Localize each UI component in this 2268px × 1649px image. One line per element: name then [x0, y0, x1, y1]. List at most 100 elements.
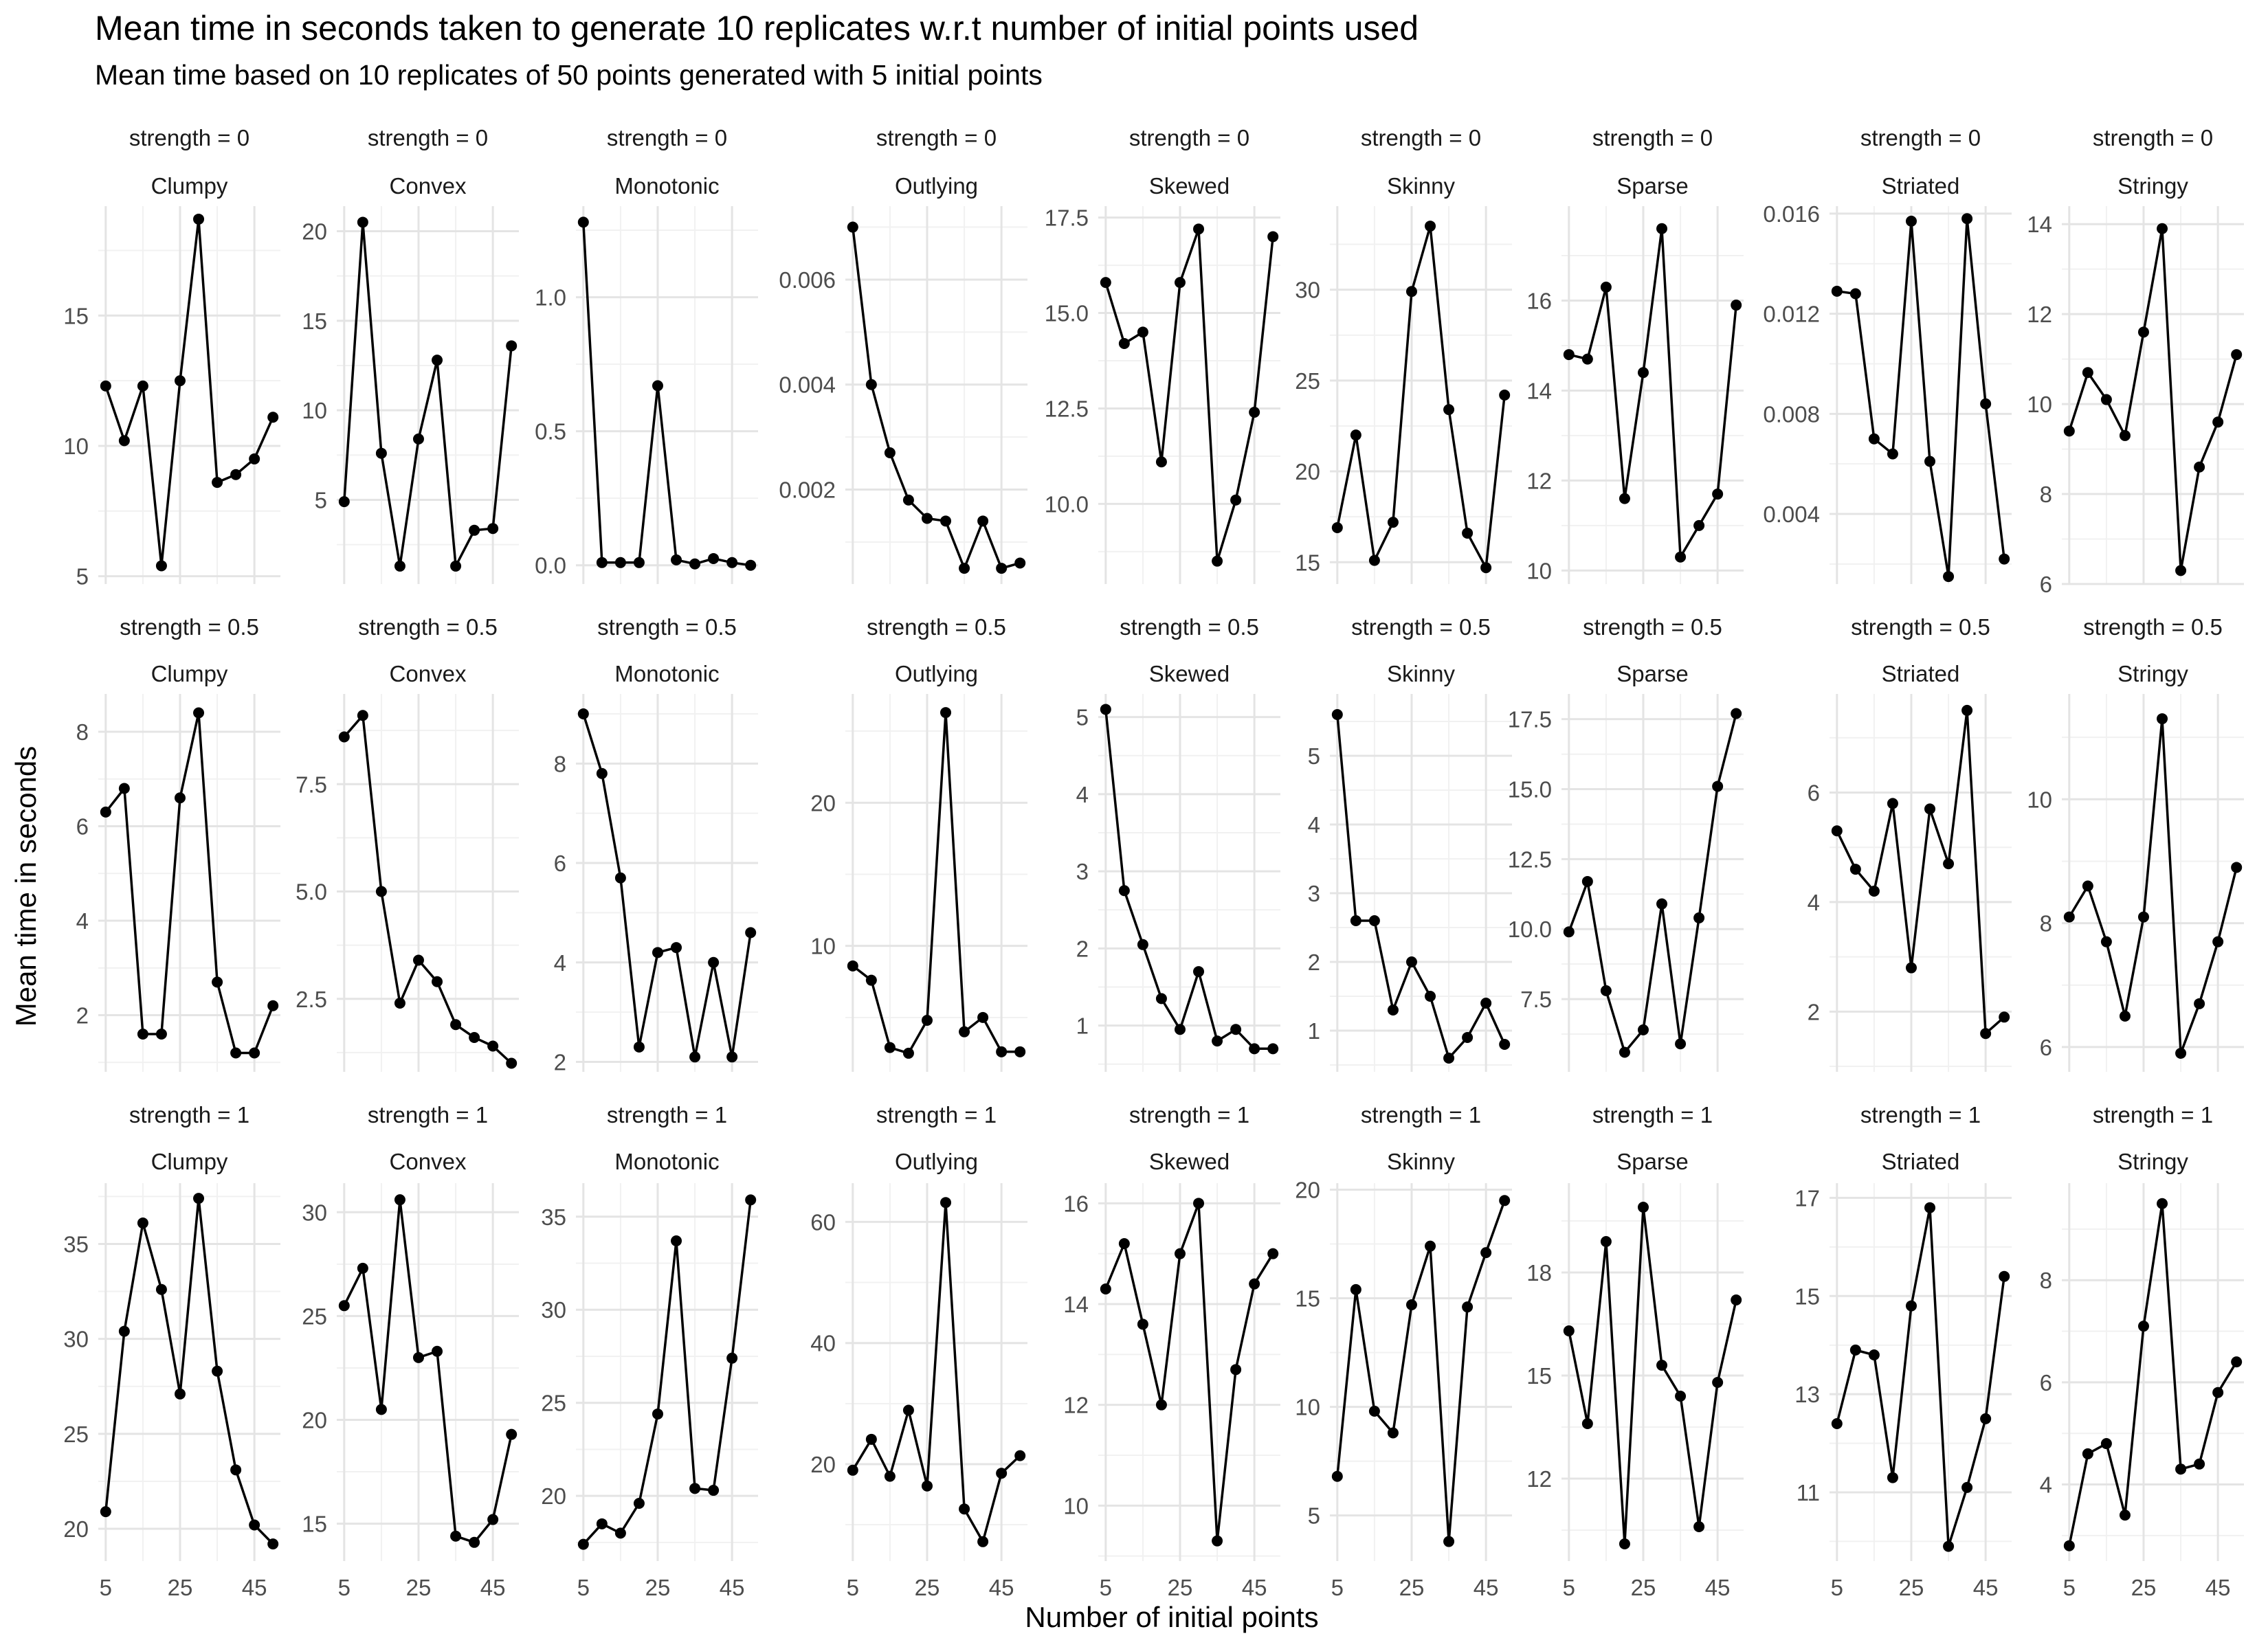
- facet-strip-pattern: Clumpy: [151, 1149, 228, 1174]
- x-tick-label: 25: [645, 1575, 671, 1600]
- data-point: [708, 552, 720, 564]
- data-point: [596, 767, 608, 779]
- y-tick-label: 12: [1526, 468, 1552, 493]
- facet-panel-skewed-row2: [1098, 1183, 1280, 1561]
- data-point: [1425, 1240, 1436, 1252]
- data-point: [1174, 1248, 1186, 1259]
- data-point: [1868, 885, 1880, 897]
- x-tick-label: 25: [168, 1575, 193, 1600]
- data-point: [137, 380, 148, 392]
- data-point: [1155, 993, 1167, 1005]
- data-point: [100, 806, 111, 818]
- facet-strip-pattern: Skewed: [1149, 1149, 1230, 1174]
- y-tick-label: 25: [63, 1422, 89, 1447]
- series-line: [343, 222, 513, 571]
- y-tick-label: 5: [1076, 705, 1089, 730]
- data-point: [1368, 915, 1380, 926]
- data-point: [1118, 1238, 1130, 1249]
- data-point: [921, 1015, 933, 1026]
- data-point: [1637, 1202, 1649, 1213]
- y-tick-label: 2: [76, 1003, 89, 1029]
- y-tick-label: 25: [302, 1303, 327, 1329]
- y-tick-label: 17.5: [1508, 707, 1552, 732]
- data-point: [1831, 285, 1843, 297]
- data-point: [689, 1483, 701, 1494]
- facet-strip-pattern: Clumpy: [151, 173, 228, 199]
- data-point: [1100, 704, 1111, 715]
- data-point: [1980, 1028, 1992, 1040]
- y-tick-label: 1: [1308, 1018, 1320, 1044]
- data-point: [1943, 1540, 1955, 1552]
- data-point: [1868, 433, 1880, 445]
- y-tick-label: 4: [1308, 812, 1320, 838]
- y-tick-label: 30: [1295, 278, 1320, 303]
- y-tick-label: 1.0: [535, 285, 566, 311]
- series-line: [343, 713, 513, 1064]
- y-tick-label: 7.5: [1520, 987, 1552, 1012]
- data-point: [375, 886, 387, 897]
- data-point: [174, 375, 186, 387]
- data-point: [1581, 1418, 1593, 1429]
- data-point: [193, 213, 205, 225]
- data-point: [469, 524, 480, 536]
- data-point: [1961, 704, 1973, 716]
- y-tick-label: 25: [1295, 368, 1320, 394]
- data-point: [1267, 1248, 1279, 1259]
- data-point: [1999, 1270, 2010, 1282]
- data-point: [959, 563, 970, 574]
- data-point: [1443, 1053, 1455, 1064]
- y-tick-label: 2: [1808, 999, 1820, 1024]
- data-point: [1212, 1035, 1223, 1047]
- data-point: [884, 1470, 896, 1482]
- data-point: [652, 947, 663, 958]
- x-tick-label: 25: [1631, 1575, 1656, 1600]
- y-tick-label: 0.004: [779, 372, 836, 398]
- data-point: [1443, 1536, 1455, 1547]
- data-point: [614, 557, 626, 568]
- data-point: [1480, 998, 1492, 1009]
- data-point: [487, 1040, 499, 1052]
- facet-panel-striated-row1: [1830, 694, 2012, 1072]
- y-tick-label: 6: [2040, 1035, 2052, 1060]
- y-tick-label: 35: [63, 1231, 89, 1257]
- data-point: [155, 560, 167, 572]
- y-tick-label: 12: [2027, 302, 2052, 327]
- data-point: [2157, 223, 2168, 234]
- data-point: [1462, 1301, 1474, 1313]
- y-tick-label: 10: [2027, 392, 2052, 417]
- y-tick-label: 0.5: [535, 419, 566, 445]
- x-tick-label: 45: [989, 1575, 1014, 1600]
- y-tick-label: 6: [1808, 780, 1820, 805]
- facet-panel-outlying-row0: [845, 206, 1027, 584]
- facet-strip-strength: strength = 0: [1592, 125, 1713, 150]
- facet-panel-striated-row0: [1830, 206, 2012, 584]
- data-point: [394, 1194, 405, 1206]
- facet-panel-clumpy-row1: [98, 694, 280, 1072]
- data-point: [1014, 1450, 1026, 1461]
- data-point: [577, 708, 589, 719]
- data-point: [193, 707, 205, 719]
- data-point: [1581, 875, 1593, 887]
- data-point: [1563, 1325, 1575, 1336]
- y-tick-label: 0.008: [1763, 401, 1820, 427]
- facet-panel-convex-row2: [337, 1183, 519, 1561]
- data-point: [2100, 394, 2112, 405]
- data-point: [1712, 489, 1724, 500]
- y-tick-label: 60: [810, 1209, 836, 1235]
- x-tick-label: 5: [847, 1575, 859, 1600]
- y-tick-label: 2: [1308, 950, 1320, 975]
- data-point: [633, 1498, 645, 1510]
- y-tick-label: 15: [1526, 1363, 1552, 1389]
- y-tick-label: 6: [2040, 1370, 2052, 1395]
- data-point: [726, 1051, 738, 1063]
- y-tick-label: 15: [302, 1512, 327, 1537]
- y-tick-label: 4: [1808, 890, 1820, 915]
- data-point: [469, 1536, 480, 1548]
- series-line: [1104, 709, 1274, 1051]
- series-line: [1836, 710, 2005, 1036]
- data-point: [2063, 425, 2075, 437]
- y-tick-label: 0.002: [779, 478, 836, 503]
- x-tick-label: 25: [1168, 1575, 1193, 1600]
- data-point: [267, 1000, 279, 1011]
